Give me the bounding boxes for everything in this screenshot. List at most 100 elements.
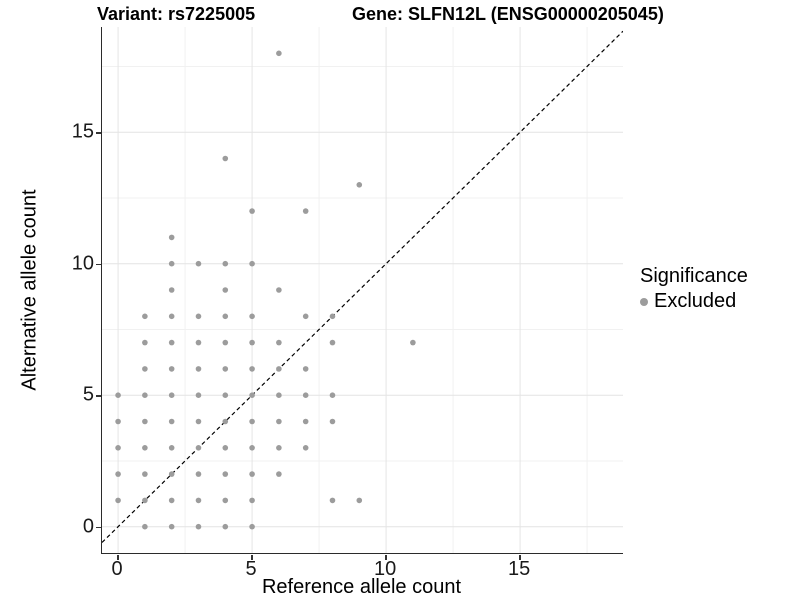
data-point	[115, 471, 121, 477]
data-point	[222, 260, 229, 267]
data-point	[302, 445, 309, 451]
data-point	[302, 418, 309, 425]
x-tick-label: 15	[507, 558, 531, 580]
data-point	[168, 471, 175, 477]
data-point	[142, 418, 148, 425]
data-point	[329, 392, 336, 399]
y-tick-label: 15	[71, 120, 94, 143]
legend: Significance Excluded	[640, 265, 748, 313]
data-point	[249, 208, 255, 214]
data-point	[249, 445, 255, 451]
data-point	[249, 392, 255, 399]
y-tick-label: 10	[71, 252, 94, 275]
data-point	[142, 392, 148, 399]
data-point	[329, 313, 336, 320]
y-tick-label: 0	[82, 515, 94, 538]
data-point	[168, 392, 175, 399]
data-point	[222, 471, 229, 477]
identity-line	[102, 30, 623, 543]
x-tick-label: 5	[245, 558, 257, 580]
data-point	[302, 208, 309, 214]
data-point	[249, 366, 255, 372]
data-point	[222, 287, 229, 293]
data-point	[195, 366, 202, 372]
data-point	[195, 418, 202, 425]
data-point	[168, 418, 175, 425]
x-tick-label: 10	[373, 558, 397, 580]
data-point	[276, 339, 282, 346]
y-tick-mark	[96, 395, 101, 397]
data-point	[329, 339, 336, 346]
data-point	[195, 471, 202, 477]
data-point	[249, 497, 255, 504]
data-point	[249, 260, 255, 267]
x-tick-mark	[251, 555, 253, 560]
data-point	[142, 523, 148, 530]
data-point	[142, 471, 148, 477]
data-point	[302, 366, 309, 372]
data-point	[356, 497, 363, 504]
data-point	[276, 366, 282, 372]
gridlines-major	[102, 27, 623, 553]
x-tick-mark	[385, 555, 387, 560]
data-point	[142, 445, 148, 451]
data-point	[329, 497, 336, 504]
data-point	[168, 287, 175, 293]
plot-title-variant: Variant: rs7225005	[97, 4, 256, 24]
data-point	[115, 418, 121, 425]
data-point	[195, 313, 202, 320]
data-point	[195, 260, 202, 267]
y-tick-mark	[96, 263, 101, 266]
data-point	[222, 497, 229, 504]
data-point	[168, 445, 175, 451]
data-point	[276, 50, 282, 57]
data-point	[115, 497, 121, 504]
data-point	[222, 313, 229, 320]
data-point	[168, 339, 175, 346]
data-point	[222, 155, 229, 162]
data-point	[276, 471, 282, 477]
data-point	[356, 182, 363, 188]
data-point	[302, 392, 309, 399]
data-point	[222, 445, 229, 451]
data-point	[329, 418, 336, 425]
gridlines-minor	[102, 27, 623, 553]
data-point	[249, 339, 255, 346]
data-point	[222, 339, 229, 346]
data-point	[302, 313, 309, 320]
legend-point-icon	[640, 297, 648, 306]
legend-item-label: Excluded	[654, 290, 737, 312]
data-point	[142, 313, 148, 320]
y-tick-mark	[96, 526, 101, 529]
data-point	[168, 497, 175, 504]
data-point	[249, 418, 255, 425]
data-point	[168, 260, 175, 267]
plot-panel	[101, 27, 623, 554]
data-point	[168, 366, 175, 372]
data-point	[115, 445, 121, 451]
y-tick-label: 5	[82, 383, 94, 406]
data-point	[276, 287, 282, 293]
data-point	[249, 471, 255, 477]
data-point	[195, 392, 202, 399]
data-point	[276, 445, 282, 451]
data-point	[195, 523, 202, 530]
data-point	[195, 339, 202, 346]
x-tick-mark	[117, 555, 119, 560]
x-tick-label: 0	[111, 558, 123, 580]
data-point	[222, 418, 229, 425]
plot-canvas	[102, 27, 623, 553]
data-point	[168, 234, 175, 241]
data-points	[115, 50, 416, 530]
y-axis-title: Alternative allele count	[18, 189, 41, 391]
data-point	[142, 497, 148, 504]
data-point	[249, 313, 255, 320]
x-axis-title: Reference allele count	[261, 576, 461, 598]
data-point	[222, 366, 229, 372]
data-point	[276, 418, 282, 425]
data-point	[222, 392, 229, 399]
legend-title: Significance	[640, 265, 748, 287]
data-point	[168, 313, 175, 320]
data-point	[195, 445, 202, 451]
